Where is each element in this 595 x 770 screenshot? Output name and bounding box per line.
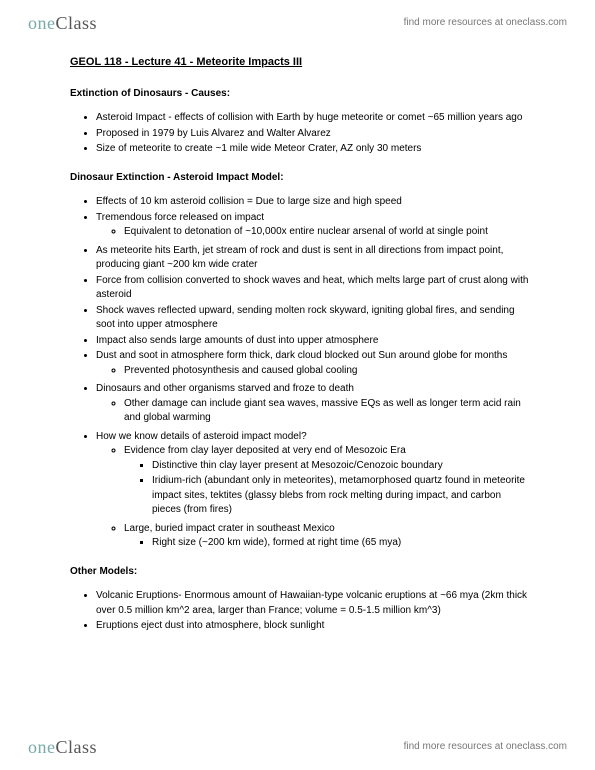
list-item: Size of meteorite to create ~1 mile wide… bbox=[96, 142, 530, 157]
list-text: Dinosaurs and other organisms starved an… bbox=[96, 383, 354, 394]
brand-logo: oneClass bbox=[28, 10, 97, 36]
sub-sub-list: Right size (~200 km wide), formed at rig… bbox=[124, 536, 530, 551]
footer-tagline: find more resources at oneclass.com bbox=[404, 740, 567, 755]
sub-list: Evidence from clay layer deposited at ve… bbox=[96, 444, 530, 551]
section-heading: Extinction of Dinosaurs - Causes: bbox=[70, 87, 530, 102]
bullet-list: Effects of 10 km asteroid collision = Du… bbox=[70, 195, 530, 551]
logo-text-one: one bbox=[28, 10, 56, 36]
list-item: Force from collision converted to shock … bbox=[96, 274, 530, 303]
section-heading: Other Models: bbox=[70, 565, 530, 580]
sub-list: Equivalent to detonation of ~10,000x ent… bbox=[96, 225, 530, 240]
page-footer: oneClass find more resources at oneclass… bbox=[0, 734, 595, 760]
bullet-list: Asteroid Impact - effects of collision w… bbox=[70, 111, 530, 157]
list-text: Tremendous force released on impact bbox=[96, 212, 264, 223]
sub-list: Other damage can include giant sea waves… bbox=[96, 397, 530, 426]
list-item: Effects of 10 km asteroid collision = Du… bbox=[96, 195, 530, 210]
doc-title: GEOL 118 - Lecture 41 - Meteorite Impact… bbox=[70, 55, 530, 71]
list-item: Proposed in 1979 by Luis Alvarez and Wal… bbox=[96, 127, 530, 142]
section-heading: Dinosaur Extinction - Asteroid Impact Mo… bbox=[70, 171, 530, 186]
brand-logo: oneClass bbox=[28, 734, 97, 760]
list-item: Iridium-rich (abundant only in meteorite… bbox=[152, 474, 530, 518]
list-item: Eruptions eject dust into atmosphere, bl… bbox=[96, 619, 530, 634]
list-text: Dust and soot in atmosphere form thick, … bbox=[96, 350, 507, 361]
list-item: Evidence from clay layer deposited at ve… bbox=[124, 444, 530, 518]
list-item: Shock waves reflected upward, sending mo… bbox=[96, 304, 530, 333]
list-item: Tremendous force released on impact Equi… bbox=[96, 211, 530, 240]
logo-text-class: Class bbox=[56, 734, 98, 760]
list-item: Other damage can include giant sea waves… bbox=[124, 397, 530, 426]
list-item: Asteroid Impact - effects of collision w… bbox=[96, 111, 530, 126]
page-header: oneClass find more resources at oneclass… bbox=[0, 10, 595, 36]
list-text: Evidence from clay layer deposited at ve… bbox=[124, 445, 406, 456]
list-item: Large, buried impact crater in southeast… bbox=[124, 522, 530, 551]
list-item: Volcanic Eruptions- Enormous amount of H… bbox=[96, 589, 530, 618]
logo-text-one: one bbox=[28, 734, 56, 760]
list-item: Right size (~200 km wide), formed at rig… bbox=[152, 536, 530, 551]
sub-sub-list: Distinctive thin clay layer present at M… bbox=[124, 459, 530, 518]
list-item: As meteorite hits Earth, jet stream of r… bbox=[96, 244, 530, 273]
header-tagline: find more resources at oneclass.com bbox=[404, 16, 567, 31]
logo-text-class: Class bbox=[56, 10, 98, 36]
list-item: Equivalent to detonation of ~10,000x ent… bbox=[124, 225, 530, 240]
sub-list: Prevented photosynthesis and caused glob… bbox=[96, 364, 530, 379]
bullet-list: Volcanic Eruptions- Enormous amount of H… bbox=[70, 589, 530, 634]
document-body: GEOL 118 - Lecture 41 - Meteorite Impact… bbox=[70, 55, 530, 638]
list-item: Distinctive thin clay layer present at M… bbox=[152, 459, 530, 474]
list-item: Prevented photosynthesis and caused glob… bbox=[124, 364, 530, 379]
list-text: Large, buried impact crater in southeast… bbox=[124, 523, 335, 534]
list-item: How we know details of asteroid impact m… bbox=[96, 430, 530, 551]
list-item: Impact also sends large amounts of dust … bbox=[96, 334, 530, 349]
list-item: Dinosaurs and other organisms starved an… bbox=[96, 382, 530, 426]
list-text: How we know details of asteroid impact m… bbox=[96, 431, 307, 442]
list-item: Dust and soot in atmosphere form thick, … bbox=[96, 349, 530, 378]
